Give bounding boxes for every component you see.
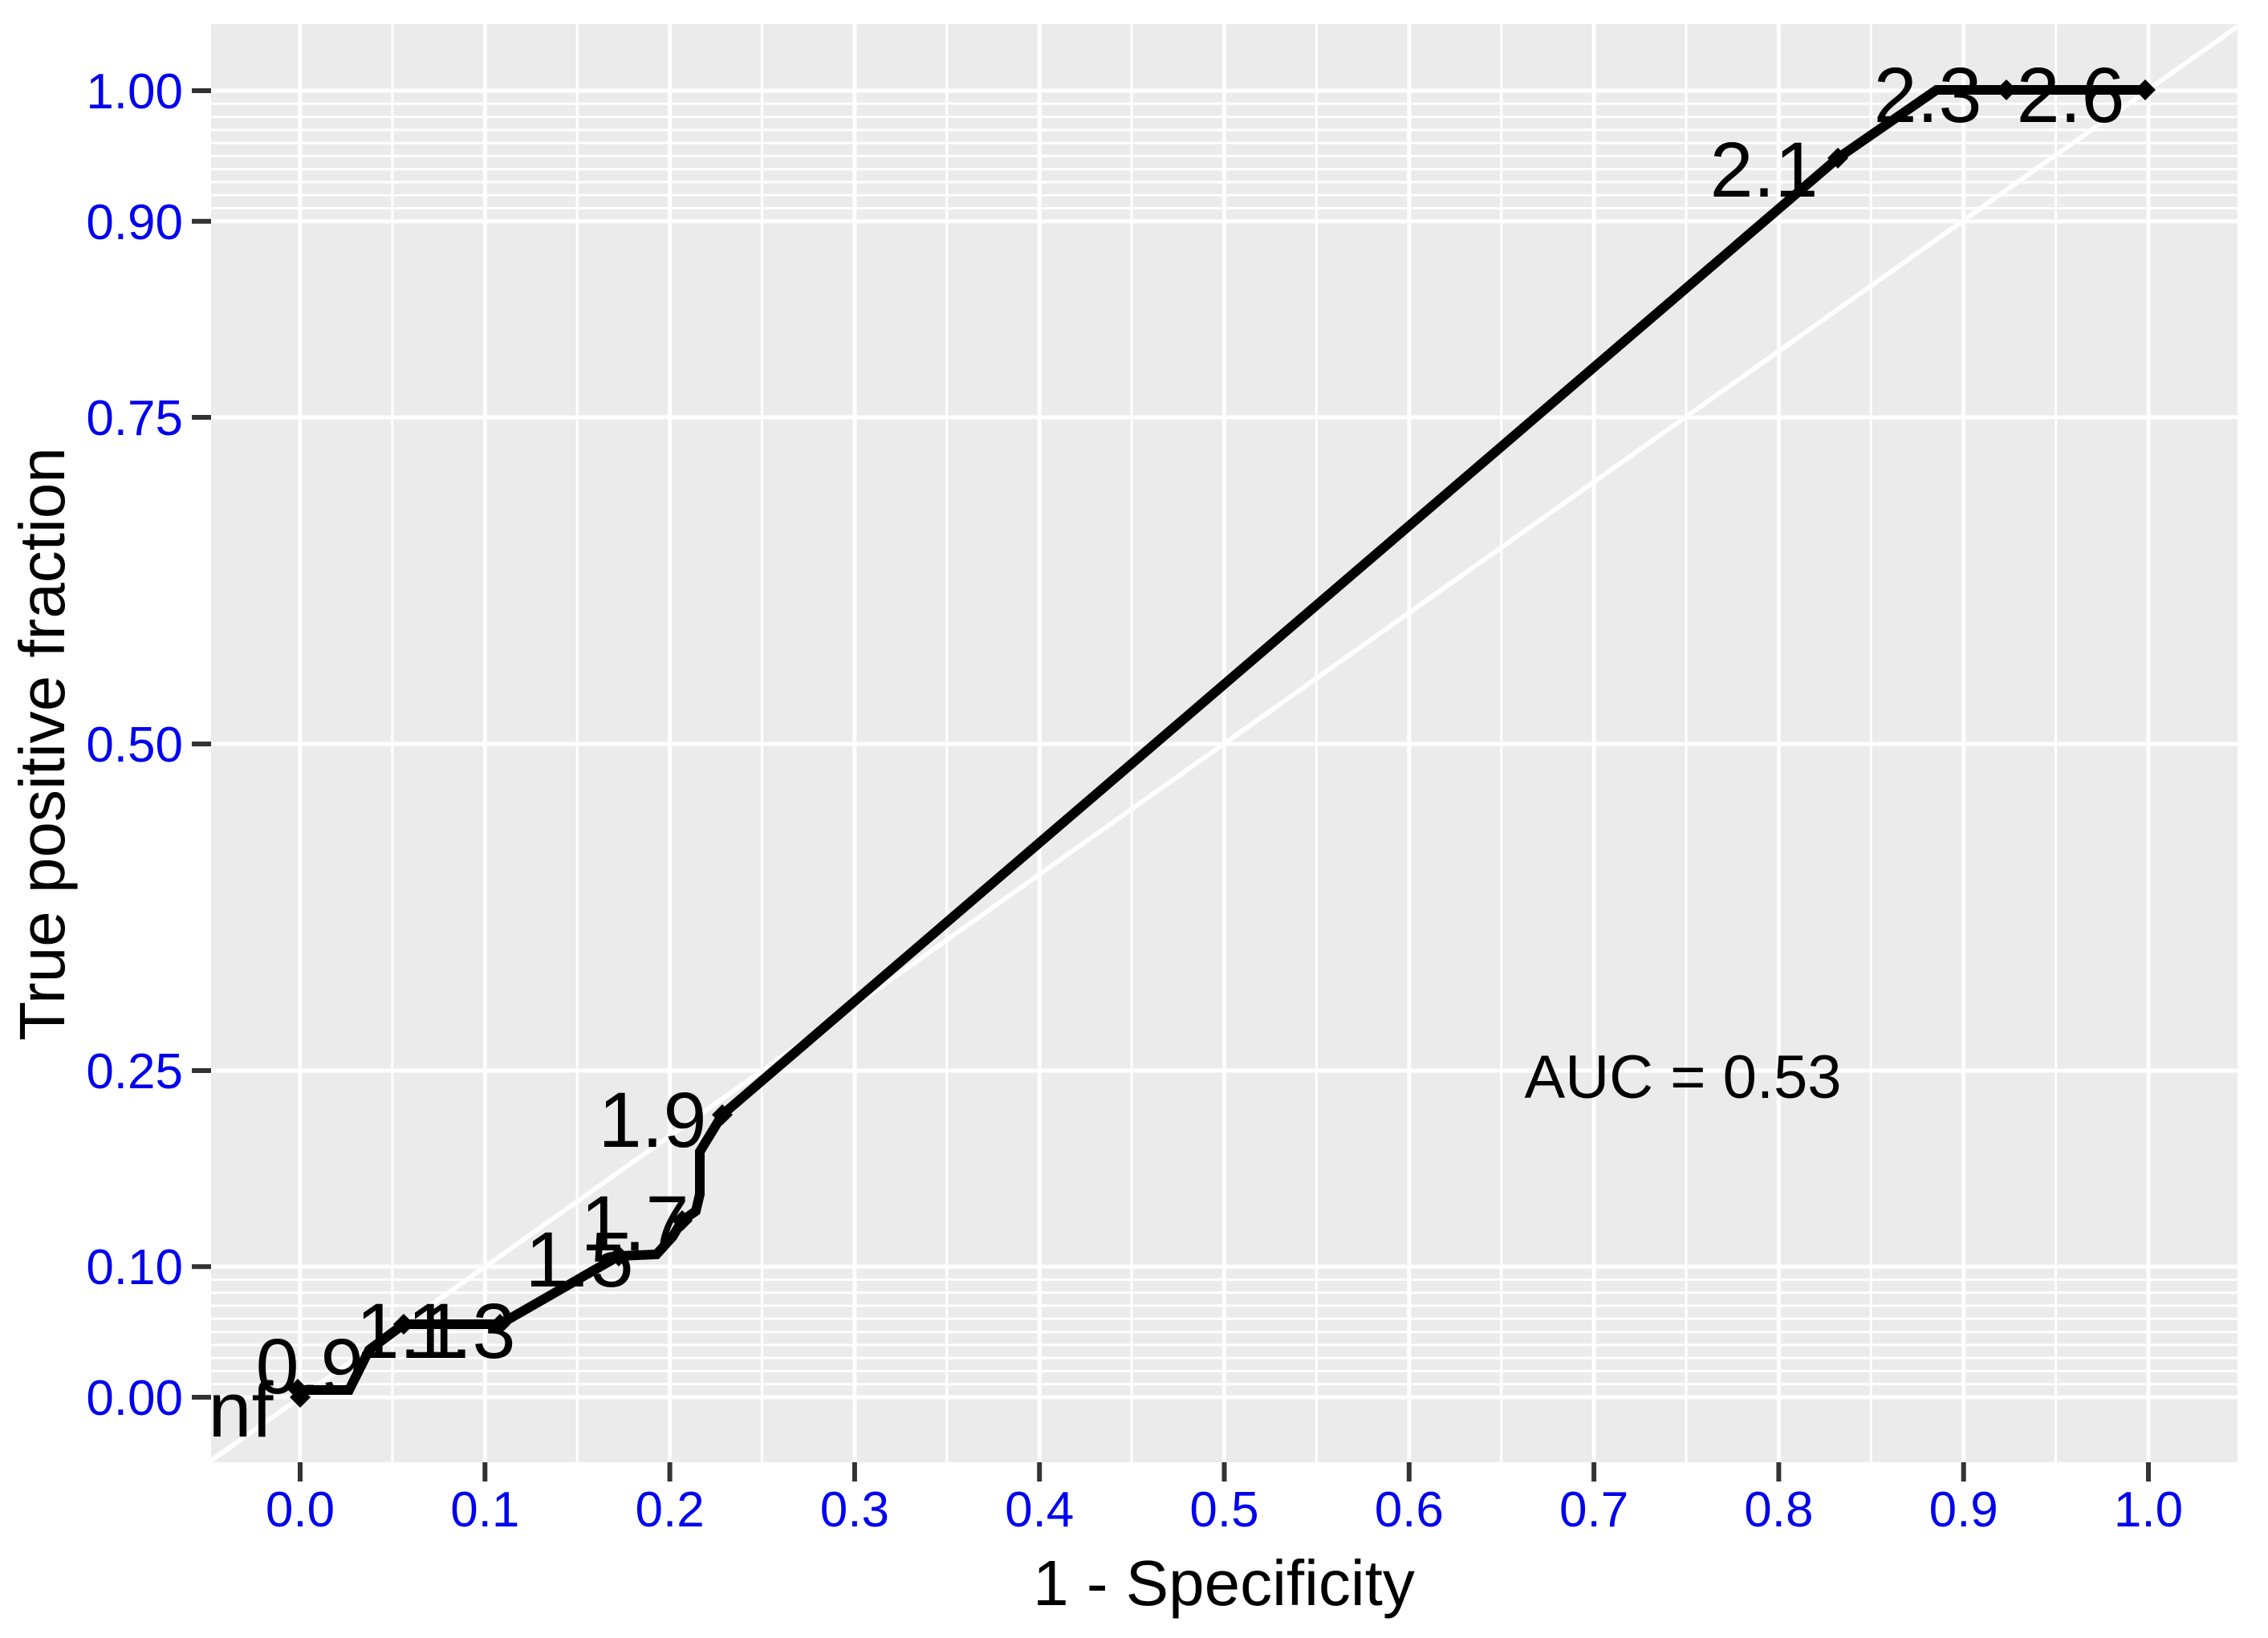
x-tick-label: 0.4 [1005, 1482, 1074, 1538]
x-tick-label: 0.7 [1559, 1482, 1628, 1538]
y-tick-labels: 1.00 0.90 0.75 0.50 0.25 0.10 0.00 [86, 64, 183, 1426]
x-tick-labels: 0.0 0.1 0.2 0.3 0.4 0.5 0.6 0.7 0.8 0.9 … [266, 1482, 2183, 1538]
x-tick-label: 0.8 [1744, 1482, 1813, 1538]
axis-tick-marks [192, 88, 2151, 1482]
cutoff-marker-0.9 [287, 1379, 308, 1400]
x-tick-label: 1.0 [2114, 1482, 2183, 1538]
cutoff-label-1.3: 1.3 [408, 1287, 516, 1375]
cutoff-labels: nf 0.9 1.1 1.3 1.5 1.7 1.9 2.1 2.3 2.6 [209, 51, 2125, 1453]
cutoff-marker-2.6 [2135, 79, 2156, 100]
cutoff-markers [287, 79, 2156, 1408]
cutoff-marker-1.5 [608, 1246, 629, 1266]
y-axis-title: True positive fraction [6, 447, 78, 1041]
roc-curve [295, 85, 2145, 1397]
x-tick-label: 0.3 [820, 1482, 889, 1538]
y-tick-label: 0.50 [86, 717, 183, 773]
x-tick-label: 0.0 [266, 1482, 335, 1538]
cutoff-label-1.9: 1.9 [599, 1076, 707, 1164]
y-tick-label: 0.25 [86, 1044, 183, 1099]
cutoff-label-2.3: 2.3 [1874, 51, 1982, 139]
x-axis-title: 1 - Specificity [1033, 1547, 1415, 1619]
y-tick-label: 0.10 [86, 1240, 183, 1295]
cutoff-marker-1.1 [393, 1314, 414, 1335]
x-tick-label: 0.5 [1189, 1482, 1258, 1538]
cutoff-marker-1.9 [712, 1104, 733, 1125]
x-tick-label: 0.6 [1375, 1482, 1444, 1538]
cutoff-marker-2.3 [1996, 79, 2017, 100]
cutoff-marker-2.1 [1827, 148, 1848, 169]
y-tick-label: 1.00 [86, 64, 183, 120]
cutoff-marker-1.7 [672, 1210, 693, 1231]
cutoff-marker-1.3 [490, 1314, 510, 1335]
x-tick-label: 0.1 [450, 1482, 519, 1538]
y-tick-label: 0.90 [86, 195, 183, 250]
cutoff-label-0.9: 0.9 [256, 1323, 364, 1410]
y-tick-label: 0.00 [86, 1371, 183, 1426]
x-tick-label: 0.9 [1929, 1482, 1998, 1538]
cutoff-label-1.7: 1.7 [581, 1180, 689, 1267]
cutoff-label-2.1: 2.1 [1710, 126, 1819, 213]
cutoff-label-2.6: 2.6 [2017, 51, 2125, 139]
chance-diagonal-line [209, 24, 2239, 1463]
auc-annotation: AUC = 0.53 [1525, 1043, 1842, 1112]
major-gridlines [211, 24, 2238, 1462]
cutoff-label-1.5: 1.5 [526, 1216, 634, 1303]
x-tick-label: 0.2 [635, 1482, 704, 1538]
cutoff-label-nf: nf [209, 1366, 274, 1453]
y-tick-label: 0.75 [86, 391, 183, 446]
cutoff-label-1.1: 1.1 [356, 1287, 465, 1375]
